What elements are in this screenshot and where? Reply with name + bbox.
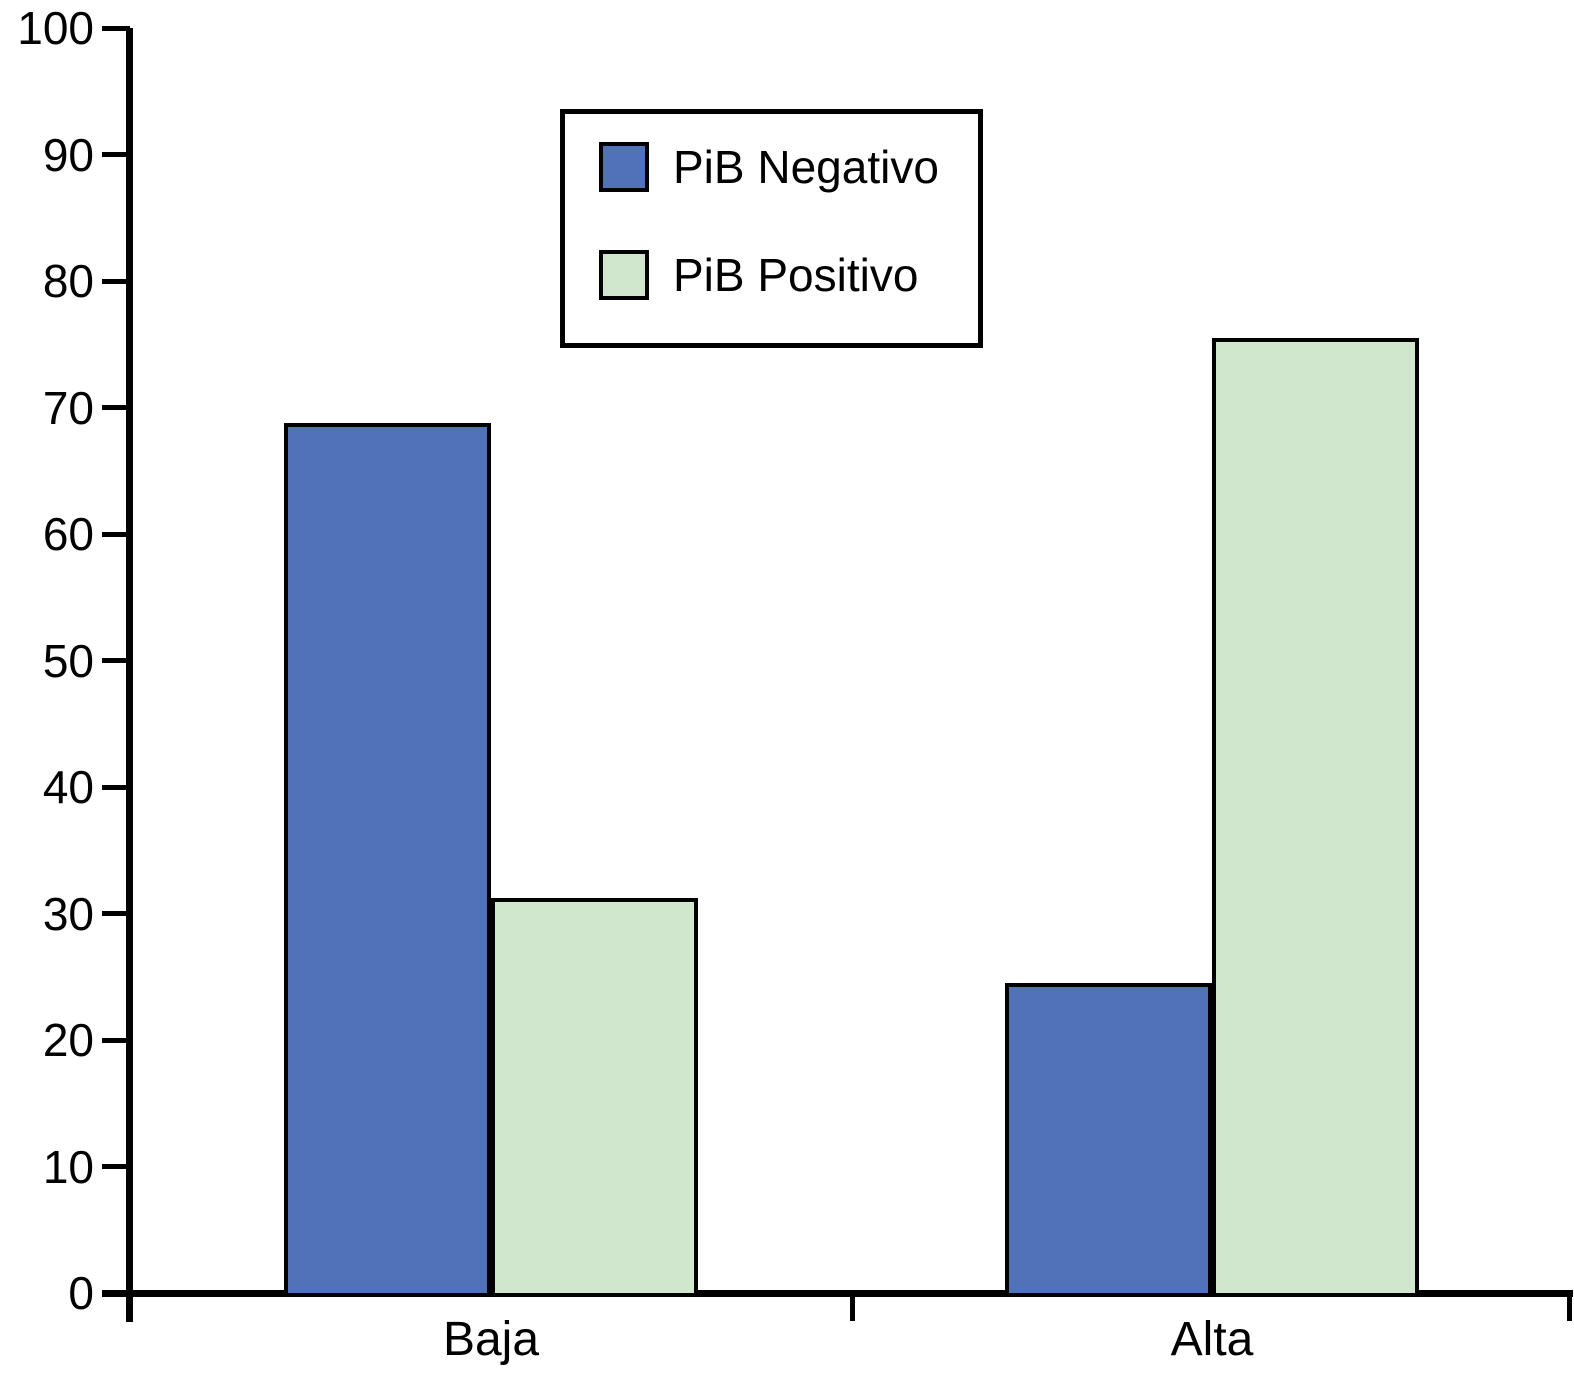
y-tick-label: 40 bbox=[42, 761, 94, 813]
y-tick-label: 0 bbox=[68, 1267, 94, 1319]
y-tick-mark bbox=[102, 658, 130, 663]
y-tick-label: 100 bbox=[17, 2, 94, 54]
y-tick-label: 30 bbox=[42, 887, 94, 940]
x-divider-tick-mark bbox=[850, 1293, 855, 1321]
y-axis-line bbox=[126, 28, 133, 1322]
legend-item: PiB Negativo bbox=[599, 142, 978, 192]
bar-alta-pib-positivo bbox=[1212, 337, 1419, 1297]
y-tick-mark bbox=[102, 1290, 130, 1296]
y-tick-label: 50 bbox=[42, 634, 94, 687]
y-tick-label: 90 bbox=[42, 128, 94, 181]
y-tick-mark bbox=[102, 25, 130, 31]
legend-box: PiB Negativo PiB Positivo bbox=[560, 109, 983, 348]
y-tick-label: 20 bbox=[42, 1014, 94, 1066]
y-tick-mark bbox=[102, 405, 130, 410]
legend-label: PiB Positivo bbox=[673, 249, 919, 301]
y-tick-mark bbox=[102, 278, 130, 284]
y-tick-mark bbox=[102, 911, 130, 916]
y-tick-mark bbox=[102, 1164, 130, 1169]
y-tick-mark bbox=[102, 784, 130, 790]
legend-swatch-pib-negativo bbox=[599, 142, 649, 192]
x-category-label: Alta bbox=[1170, 1313, 1254, 1366]
bar-baja-pib-negativo bbox=[284, 422, 491, 1297]
x-divider-tick-mark bbox=[1567, 1293, 1572, 1321]
legend-item: PiB Positivo bbox=[599, 250, 978, 300]
bar-alta-pib-negativo bbox=[1005, 983, 1212, 1297]
x-category-label: Baja bbox=[442, 1313, 540, 1366]
y-tick-label: 80 bbox=[42, 255, 94, 307]
legend-swatch-pib-positivo bbox=[599, 250, 649, 300]
y-tick-label: 60 bbox=[42, 508, 94, 560]
y-tick-mark bbox=[102, 531, 130, 537]
bar-baja-pib-positivo bbox=[491, 898, 698, 1297]
y-tick-mark bbox=[102, 152, 130, 157]
y-tick-label: 70 bbox=[42, 381, 94, 434]
legend-label: PiB Negativo bbox=[673, 141, 939, 193]
x-axis-line bbox=[102, 1290, 1573, 1297]
y-tick-label: 10 bbox=[42, 1140, 94, 1193]
y-tick-mark bbox=[102, 1037, 130, 1043]
